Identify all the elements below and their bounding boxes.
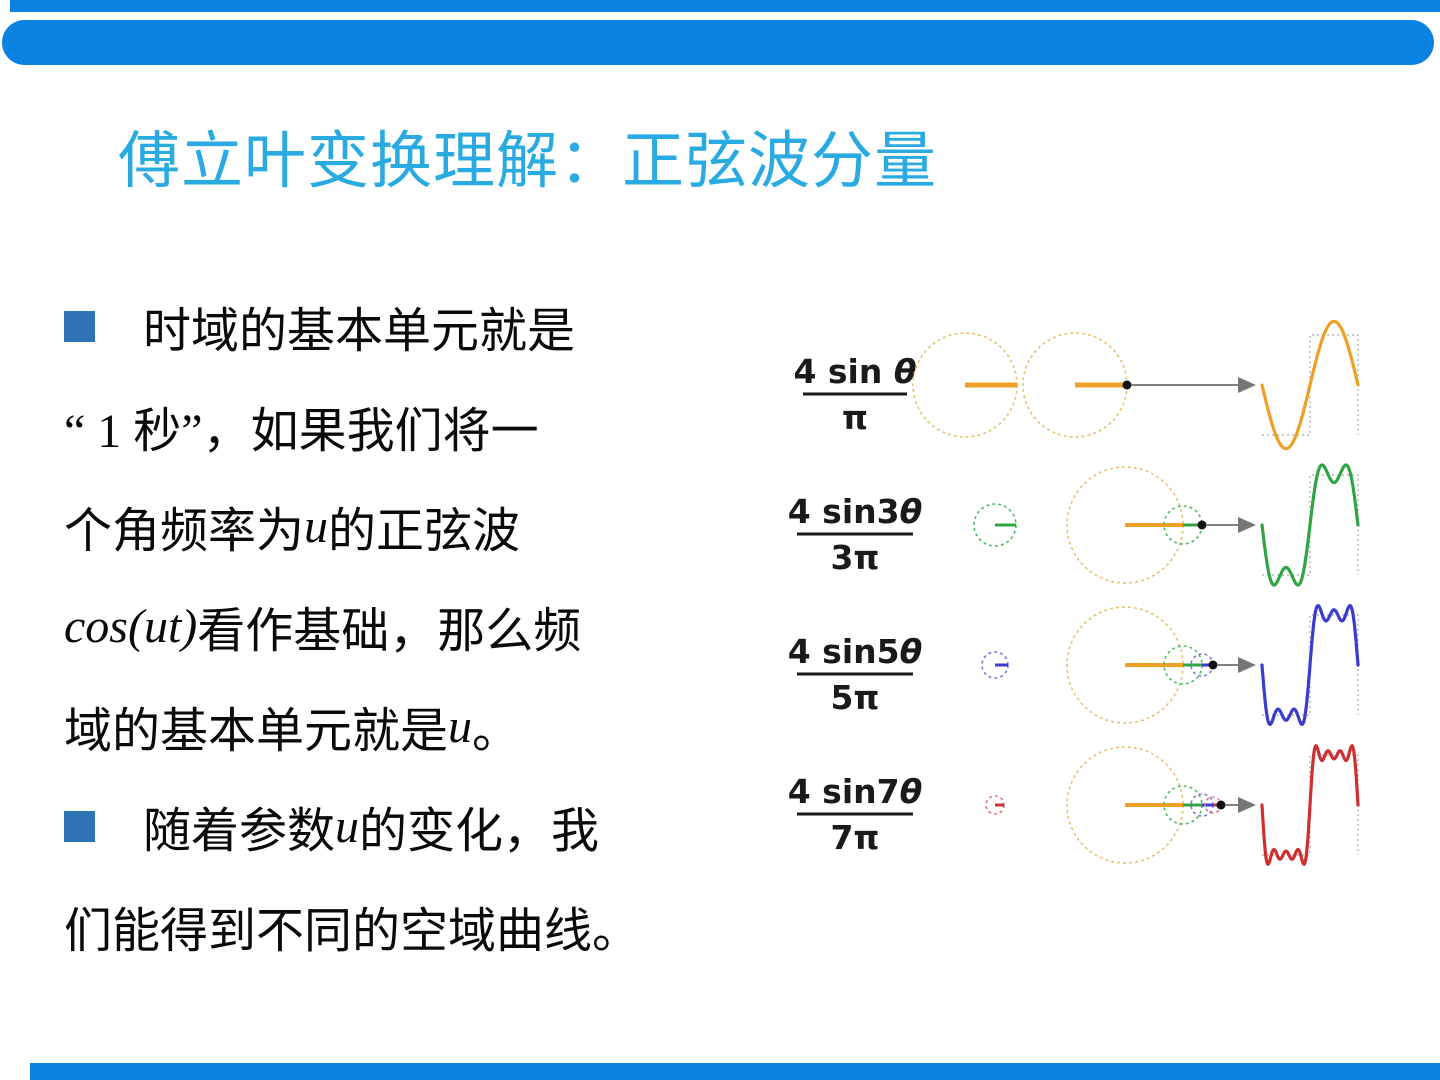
body-run: u [304, 499, 329, 553]
fourier-row: 4 sin3θ 3π [788, 463, 1360, 587]
body-run: 的正弦波 [328, 505, 521, 558]
formula-denominator: π [842, 398, 868, 437]
body-text: 时域的基本单元就是 “ 1 秒”，如果我们将一 个角频率为 u 的正弦波 cos(ut… [64, 276, 784, 976]
body-line: 们能得到不同的空域曲线。 [64, 876, 784, 976]
body-line: “ 1 秒”，如果我们将一 [64, 376, 784, 476]
body-run: 随着参数 [143, 805, 336, 858]
square-wave-guide [1262, 474, 1359, 576]
square-wave-guide [1262, 614, 1359, 716]
waveform-path [1260, 463, 1360, 587]
formula-numerator: 4 sin5θ [788, 632, 923, 671]
slide-title: 傅立叶变换理解：正弦波分量 [118, 127, 938, 196]
body-run: 看作基础，那么频 [197, 605, 582, 658]
body-line: 随着参数 u 的变化，我 [64, 776, 784, 876]
body-run: 时域的基本单元就是 [143, 305, 576, 358]
formula-denominator: 5π [830, 678, 879, 717]
formula-numerator: 4 sin θ [793, 352, 916, 391]
bottom-strip-bar [30, 1063, 1440, 1080]
body-run: 域的基本单元就是 [64, 705, 449, 758]
waveform-path [1260, 319, 1360, 451]
fourier-row: 4 sin5θ 5π [788, 603, 1360, 727]
waveform-path [1260, 603, 1360, 727]
body-run: 。 [472, 705, 521, 758]
square-wave-guide [1262, 334, 1359, 436]
fourier-figure: 4 sin θ π 4 sin3θ 3π 4 sin5θ 5π 4 sin7θ 7π [788, 319, 1360, 867]
fourier-row: 4 sin7θ 7π [788, 743, 1360, 867]
figure-rows: 4 sin θ π 4 sin3θ 3π 4 sin5θ 5π 4 sin7θ 7π [788, 319, 1360, 867]
header-pill-bar [2, 20, 1434, 65]
body-run: 的变化，我 [359, 805, 600, 858]
body-line: 个角频率为 u 的正弦波 [64, 476, 784, 576]
waveform-path [1260, 743, 1360, 867]
body-line: 域的基本单元就是 u 。 [64, 676, 784, 776]
body-run: cos(ut) [64, 599, 198, 653]
body-line: cos(ut) 看作基础，那么频 [64, 576, 784, 676]
body-run: u [335, 799, 360, 853]
trace-dot [1197, 520, 1207, 530]
trace-dot [1122, 380, 1132, 390]
trace-dot [1208, 660, 1218, 670]
fourier-row: 4 sin θ π [793, 319, 1360, 451]
body-run: u [448, 699, 473, 753]
body-run: “ 1 秒”，如果我们将一 [64, 405, 539, 458]
body-line: 时域的基本单元就是 [64, 276, 784, 376]
formula-numerator: 4 sin3θ [788, 492, 923, 531]
body-run: 个角频率为 [64, 505, 305, 558]
body-run: 们能得到不同的空域曲线。 [64, 905, 641, 958]
bullet-square-icon [64, 310, 95, 342]
formula-denominator: 7π [830, 818, 879, 857]
top-strip-bar [10, 0, 1440, 12]
trace-dot [1216, 800, 1226, 810]
formula-denominator: 3π [830, 538, 879, 577]
formula-numerator: 4 sin7θ [788, 772, 923, 811]
bullet-square-icon [64, 810, 95, 842]
